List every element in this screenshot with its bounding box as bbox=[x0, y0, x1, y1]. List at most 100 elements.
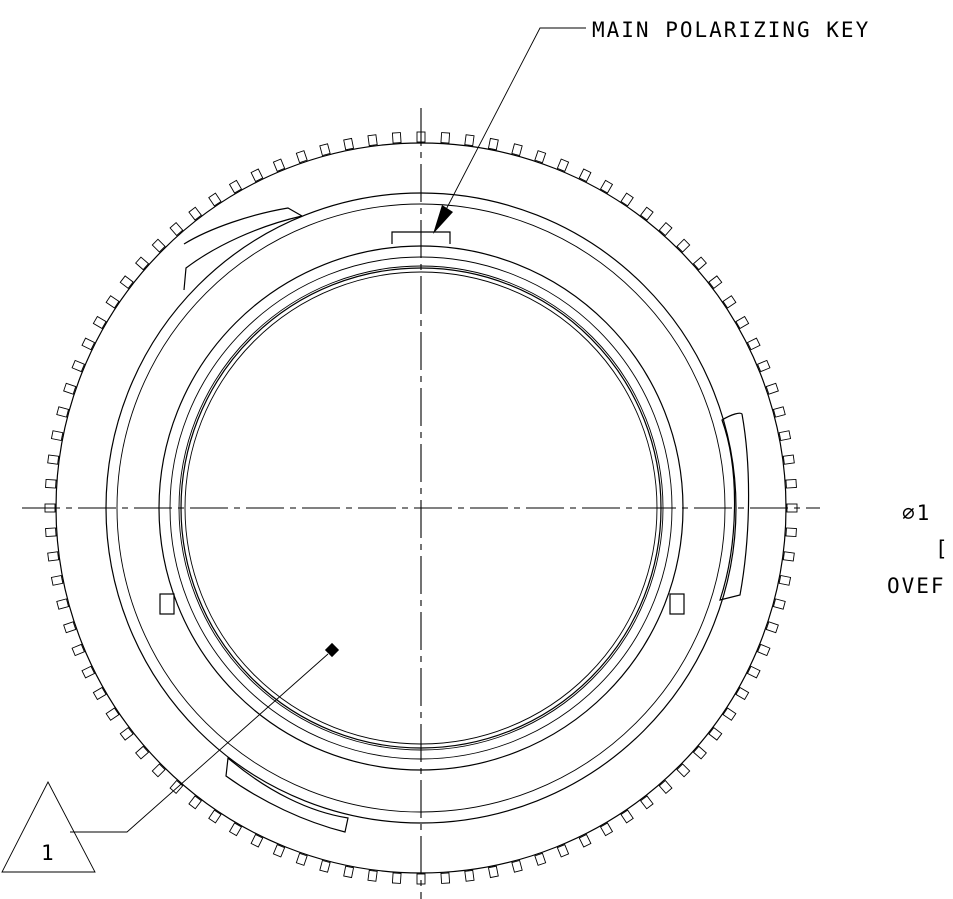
knurl-tooth bbox=[487, 137, 499, 151]
shell-outer-circle bbox=[105, 192, 737, 824]
locating-lug-right bbox=[669, 593, 685, 615]
knurl-tooth bbox=[578, 168, 592, 183]
knurl-tooth bbox=[228, 822, 243, 837]
main-key-leader-arrowhead bbox=[433, 205, 453, 234]
knurl-tooth bbox=[188, 206, 202, 221]
knurl-tooth bbox=[620, 192, 634, 207]
knurl-tooth bbox=[367, 869, 378, 882]
knurl-tooth bbox=[511, 859, 523, 873]
knurl-tooth bbox=[391, 872, 402, 884]
knurl-tooth bbox=[640, 206, 654, 221]
knurl-tooth bbox=[135, 256, 150, 271]
main-polarizing-key-label: MAIN POLARIZING KEY bbox=[592, 18, 870, 42]
knurl-tooth bbox=[105, 295, 120, 309]
knurl-tooth bbox=[343, 137, 355, 151]
knurl-tooth bbox=[92, 686, 107, 701]
knurl-tooth bbox=[71, 643, 85, 657]
knurl-tooth bbox=[119, 275, 134, 289]
knurl-tooth bbox=[599, 822, 614, 837]
bayonet-ramp-bottom bbox=[225, 756, 349, 833]
knurl-tooth bbox=[765, 621, 779, 634]
knurl-tooth bbox=[640, 795, 654, 810]
knurl-tooth bbox=[785, 478, 797, 489]
knurl-teeth bbox=[44, 131, 798, 885]
knurl-tooth bbox=[692, 745, 707, 760]
knurl-tooth bbox=[708, 727, 723, 741]
knurl-tooth bbox=[778, 430, 792, 442]
knurl-tooth bbox=[151, 238, 166, 253]
callout-point-marker bbox=[324, 642, 340, 658]
knurl-tooth bbox=[208, 809, 222, 824]
knurl-tooth bbox=[416, 131, 426, 143]
knurl-tooth bbox=[578, 833, 592, 848]
knurl-tooth bbox=[81, 337, 96, 351]
locating-lug-left bbox=[159, 593, 175, 615]
insert-ring-outer bbox=[158, 245, 684, 771]
knurl-tooth bbox=[757, 359, 771, 373]
insert-ring-2 bbox=[169, 256, 673, 760]
knurl-tooth bbox=[119, 727, 134, 741]
knurl-tooth bbox=[772, 406, 786, 418]
knurl-tooth bbox=[722, 295, 737, 309]
knurl-tooth bbox=[81, 665, 96, 679]
knurl-tooth bbox=[45, 527, 57, 538]
knurl-tooth bbox=[135, 745, 150, 760]
knurl-tooth bbox=[746, 337, 761, 351]
knurl-tooth bbox=[151, 763, 166, 778]
knurl-tooth bbox=[343, 865, 355, 879]
knurl-tooth bbox=[786, 503, 798, 513]
knurl-tooth bbox=[676, 763, 691, 778]
knurl-tooth bbox=[47, 454, 60, 465]
knurl-tooth bbox=[391, 132, 402, 144]
knurl-tooth bbox=[47, 551, 60, 562]
knurl-tooth bbox=[250, 168, 264, 183]
knurl-tooth bbox=[556, 844, 570, 858]
knurl-tooth bbox=[295, 150, 308, 164]
knurl-tooth bbox=[416, 873, 426, 885]
dimension-bracket-label: [ bbox=[935, 537, 950, 561]
knurl-tooth bbox=[272, 158, 286, 172]
knurl-tooth bbox=[676, 238, 691, 253]
knurl-tooth bbox=[735, 686, 750, 701]
callout-1-number: 1 bbox=[41, 841, 56, 865]
knurl-tooth bbox=[620, 809, 634, 824]
knurl-tooth bbox=[440, 872, 451, 884]
insert-ring-3 bbox=[178, 265, 664, 751]
knurl-tooth bbox=[708, 275, 723, 289]
knurl-tooth bbox=[735, 315, 750, 330]
dimension-overall-label: OVEF bbox=[887, 574, 946, 598]
knurl-tooth bbox=[658, 779, 673, 794]
knurl-tooth bbox=[534, 150, 547, 164]
knurl-tooth bbox=[295, 852, 308, 866]
knurl-tooth bbox=[63, 621, 77, 634]
knurl-tooth bbox=[92, 315, 107, 330]
knurl-tooth bbox=[464, 134, 475, 147]
main-polarizing-key bbox=[391, 231, 451, 244]
knurl-tooth bbox=[772, 598, 786, 610]
insert-face-inner bbox=[184, 271, 658, 745]
knurl-tooth bbox=[599, 179, 614, 194]
knurl-tooth bbox=[778, 574, 792, 586]
knurl-tooth bbox=[487, 865, 499, 879]
insert-face-circle bbox=[180, 267, 662, 749]
dimension-diameter-label: ∅1 bbox=[902, 501, 931, 525]
knurl-tooth bbox=[785, 527, 797, 538]
knurl-tooth bbox=[50, 574, 64, 586]
knurl-tooth bbox=[63, 382, 77, 395]
callout-1-triangle bbox=[1, 781, 96, 873]
knurl-tooth bbox=[45, 478, 57, 489]
knurl-tooth bbox=[105, 707, 120, 721]
knurl-tooth bbox=[71, 359, 85, 373]
knurl-tooth bbox=[757, 643, 771, 657]
coupling-nut-outer-circle bbox=[55, 142, 787, 874]
knurl-tooth bbox=[765, 382, 779, 395]
knurl-tooth bbox=[511, 143, 523, 157]
knurl-tooth bbox=[56, 406, 70, 418]
knurl-tooth bbox=[228, 179, 243, 194]
knurl-tooth bbox=[250, 833, 264, 848]
knurl-tooth bbox=[722, 707, 737, 721]
knurl-tooth bbox=[534, 852, 547, 866]
knurl-tooth bbox=[658, 222, 673, 237]
knurl-tooth bbox=[692, 256, 707, 271]
